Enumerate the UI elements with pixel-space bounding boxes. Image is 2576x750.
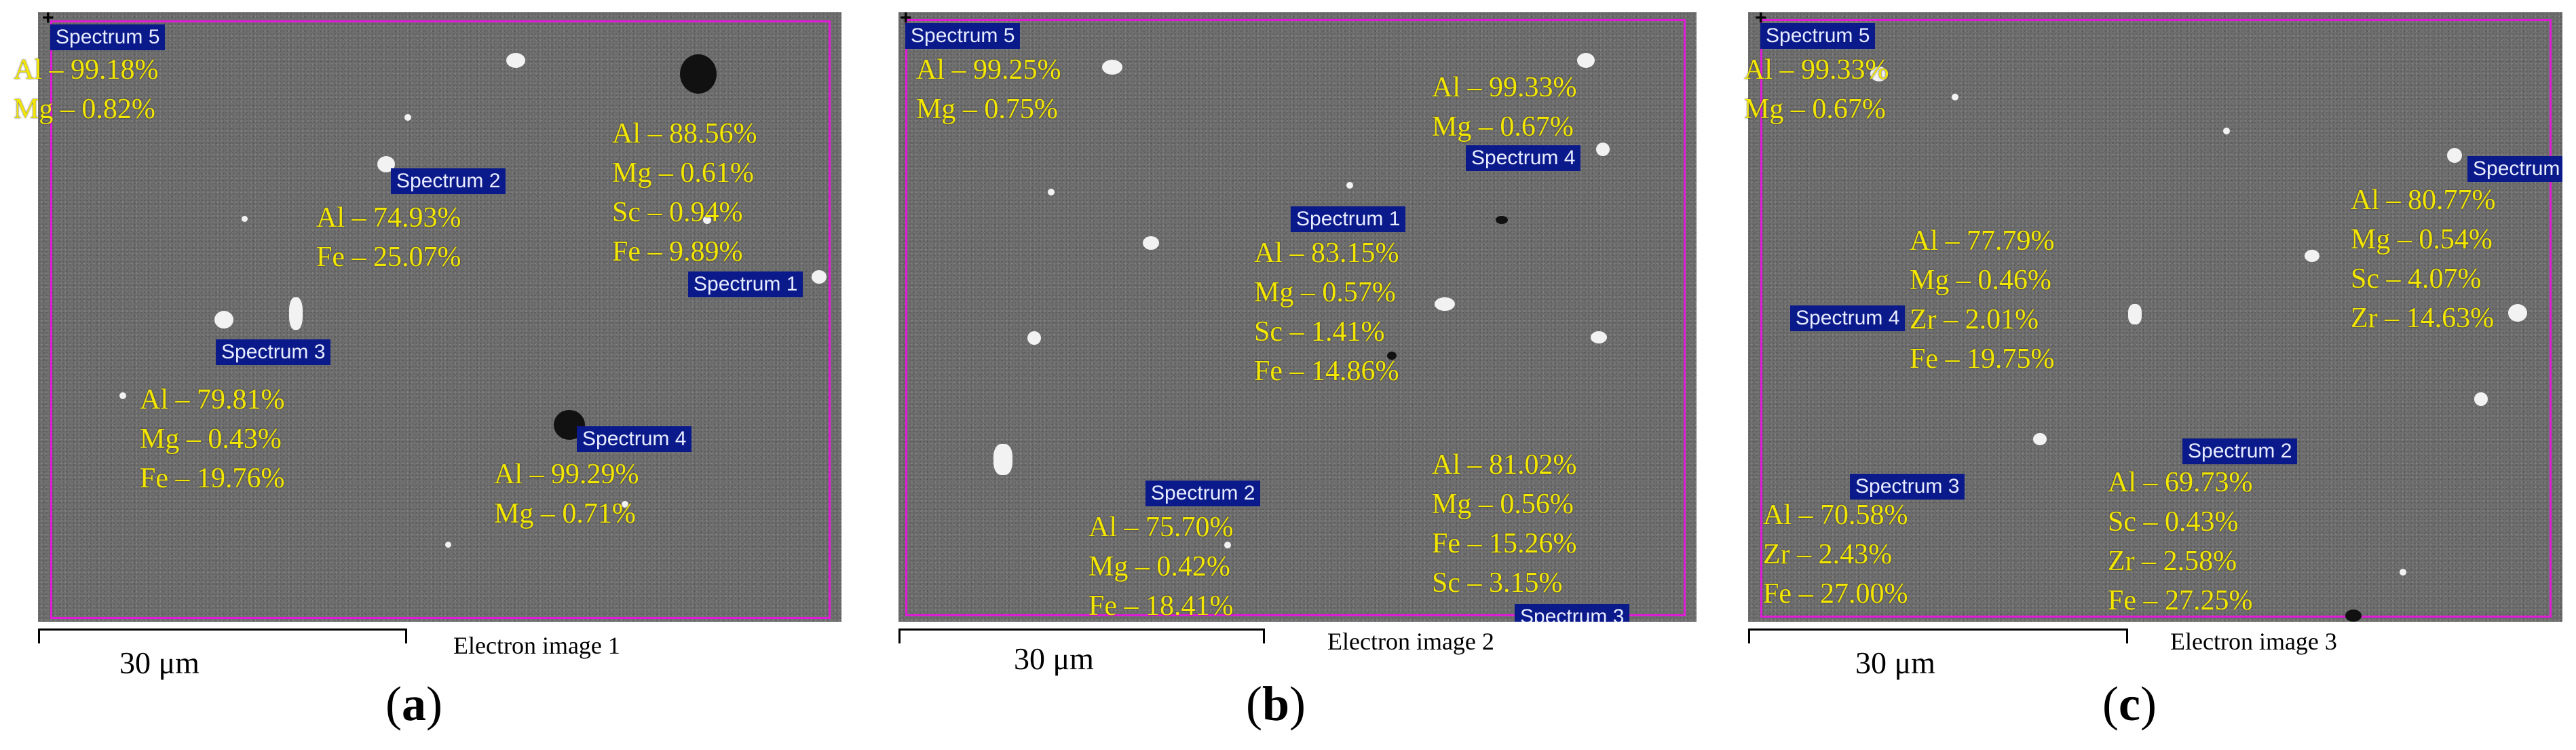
particle bbox=[1048, 189, 1055, 195]
particle bbox=[2508, 304, 2527, 322]
spectrum-4-tag: Spectrum 4 bbox=[1790, 305, 1906, 331]
particle bbox=[2128, 304, 2142, 324]
scale-bar bbox=[898, 629, 1265, 643]
annotation-spectrum-2: Al – 74.93% Fe – 25.07% bbox=[316, 202, 461, 273]
annotation-spectrum-4: Al – 99.29% Mg – 0.71% bbox=[494, 459, 639, 529]
particle bbox=[1596, 143, 1610, 156]
annotation-spectrum-5: Al – 99.25% Mg – 0.75% bbox=[916, 54, 1061, 125]
particle bbox=[1952, 94, 1958, 100]
spectrum-5-tag: Spectrum 5 bbox=[50, 24, 166, 50]
particle bbox=[2447, 148, 2462, 163]
region-frame bbox=[50, 20, 831, 619]
particle bbox=[506, 53, 525, 68]
particle bbox=[1143, 236, 1159, 250]
spectrum-1-tag: Spectrum 1 bbox=[1291, 206, 1406, 232]
particle bbox=[703, 216, 711, 224]
spectrum-5-tag: Spectrum 5 bbox=[1760, 23, 1876, 49]
spectrum-3-tag: Spectrum 3 bbox=[1515, 604, 1630, 622]
particle bbox=[1346, 182, 1353, 189]
annotation-spectrum-2: Al – 69.73% Sc – 0.43% Zr – 2.58% Fe – 2… bbox=[2108, 467, 2253, 616]
particle bbox=[404, 114, 411, 121]
particle bbox=[2223, 128, 2230, 134]
annotation-spectrum-4: Al – 77.79% Mg – 0.46% Zr – 2.01% Fe – 1… bbox=[1910, 225, 2055, 375]
particle bbox=[2400, 569, 2406, 576]
particle bbox=[119, 392, 126, 399]
spectrum-2-tag: Spectrum 2 bbox=[2182, 438, 2298, 464]
annotation-spectrum-5: Al – 99.18% Mg – 0.82% bbox=[14, 54, 159, 125]
particle bbox=[622, 501, 628, 508]
spectrum-1-tag: Spectrum 1 bbox=[2467, 156, 2562, 182]
spectrum-4-tag: Spectrum 4 bbox=[577, 426, 692, 452]
dark-pore bbox=[1496, 216, 1508, 224]
panel-label: (b) bbox=[1246, 677, 1306, 731]
spectrum-1-tag: Spectrum 1 bbox=[688, 271, 803, 297]
particle bbox=[1224, 542, 1231, 548]
marker-spectrum-5: + bbox=[42, 12, 54, 29]
dark-pore bbox=[1387, 352, 1397, 360]
scale-bar-label: 30 μm bbox=[119, 645, 200, 680]
panel-b: + Spectrum 5 Spectrum 4 Spectrum 1 Spect… bbox=[858, 0, 1699, 750]
particle bbox=[2305, 250, 2319, 262]
micrograph-b: + Spectrum 5 Spectrum 4 Spectrum 1 Spect… bbox=[898, 12, 1697, 622]
region-frame bbox=[905, 19, 1686, 616]
panel-label: (c) bbox=[2102, 677, 2157, 731]
annotation-spectrum-3: Al – 70.58% Zr – 2.43% Fe – 27.00% bbox=[1763, 500, 1908, 610]
annotation-spectrum-1: Al – 83.15% Mg – 0.57% Sc – 1.41% Fe – 1… bbox=[1254, 238, 1399, 387]
spectrum-4-tag: Spectrum 4 bbox=[1466, 145, 1581, 171]
annotation-spectrum-1: Al – 80.77% Mg – 0.54% Sc – 4.07% Zr – 1… bbox=[2351, 185, 2496, 334]
dark-pore bbox=[680, 54, 717, 94]
annotation-spectrum-3: Al – 79.81% Mg – 0.43% Fe – 19.76% bbox=[140, 384, 285, 494]
image-caption: Electron image 3 bbox=[2170, 628, 2337, 655]
micrograph-a: + Spectrum 5 Spectrum 2 Spectrum 1 Spect… bbox=[38, 12, 841, 622]
scale-bar bbox=[1748, 629, 2128, 643]
particle bbox=[2474, 392, 2488, 406]
annotation-spectrum-2: Al – 75.70% Mg – 0.42% Fe – 18.41% bbox=[1088, 512, 1234, 622]
particle bbox=[1027, 331, 1041, 345]
particle bbox=[1102, 60, 1122, 75]
particle bbox=[242, 216, 248, 222]
spectrum-3-tag: Spectrum 3 bbox=[1850, 474, 1965, 500]
particle bbox=[445, 542, 451, 548]
scale-bar-label: 30 μm bbox=[1014, 641, 1094, 676]
spectrum-2-tag: Spectrum 2 bbox=[1145, 481, 1261, 506]
particle bbox=[1591, 331, 1607, 343]
scale-bar bbox=[38, 629, 407, 643]
particle bbox=[289, 297, 303, 330]
particle bbox=[1870, 67, 1888, 81]
annotation-spectrum-3: Al – 81.02% Mg – 0.56% Fe – 15.26% Sc – … bbox=[1432, 449, 1577, 599]
particle bbox=[812, 270, 827, 284]
particle bbox=[993, 444, 1012, 475]
panel-c: + Spectrum 5 Spectrum 1 Spectrum 4 Spect… bbox=[1716, 0, 2576, 750]
region-frame bbox=[1760, 19, 2552, 618]
annotation-spectrum-1: Al – 88.56% Mg – 0.61% Sc – 0.94% Fe – 9… bbox=[612, 118, 757, 267]
particle bbox=[1435, 297, 1455, 311]
scale-bar-label: 30 μm bbox=[1855, 645, 1935, 680]
spectrum-5-tag: Spectrum 5 bbox=[905, 23, 1021, 49]
panel-label: (a) bbox=[385, 677, 442, 731]
particle bbox=[1577, 53, 1595, 68]
micrograph-c: + Spectrum 5 Spectrum 1 Spectrum 4 Spect… bbox=[1748, 12, 2562, 622]
particle bbox=[214, 311, 233, 329]
particle bbox=[2033, 433, 2047, 445]
dark-pore bbox=[2345, 610, 2362, 622]
annotation-spectrum-4: Al – 99.33% Mg – 0.67% bbox=[1432, 72, 1577, 143]
spectrum-2-tag: Spectrum 2 bbox=[391, 168, 506, 194]
annotation-spectrum-5: Al – 99.33% Mg – 0.67% bbox=[1744, 54, 1889, 125]
panel-a: + Spectrum 5 Spectrum 2 Spectrum 1 Spect… bbox=[0, 0, 841, 750]
image-caption: Electron image 2 bbox=[1327, 628, 1494, 655]
spectrum-3-tag: Spectrum 3 bbox=[216, 339, 331, 365]
image-caption: Electron image 1 bbox=[453, 632, 620, 659]
